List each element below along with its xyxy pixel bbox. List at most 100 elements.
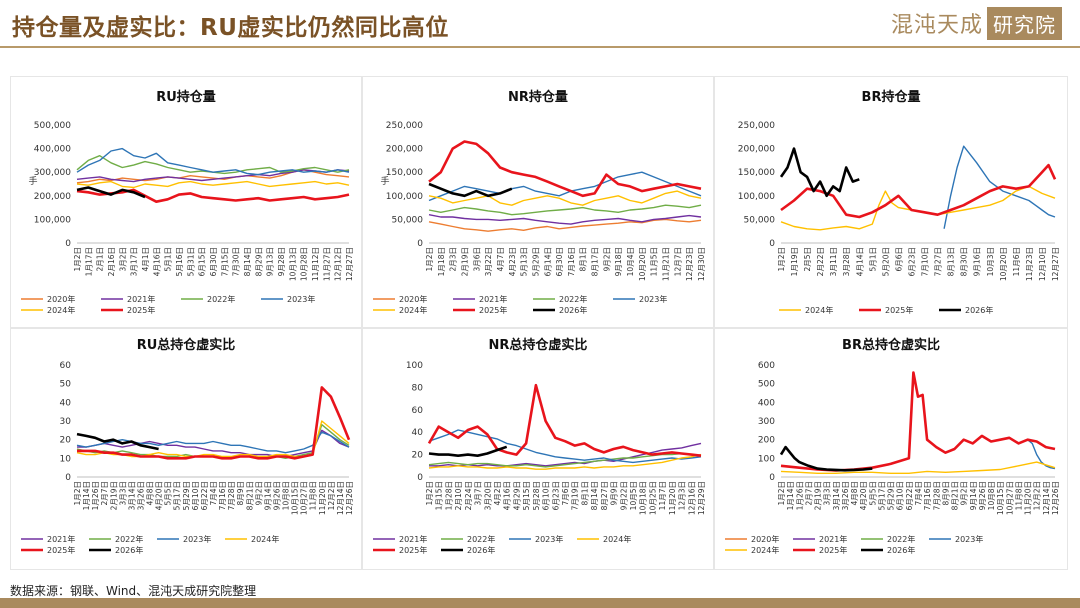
legend-label: 2025年 xyxy=(127,305,155,315)
x-tick-label: 8月27日 xyxy=(600,481,609,510)
header-rule xyxy=(0,46,1080,48)
x-tick-label: 3月14日 xyxy=(127,481,136,510)
x-tick-label: 2月19日 xyxy=(814,481,823,510)
y-tick-label: 100 xyxy=(406,361,423,371)
y-tick-label: 100,000 xyxy=(738,192,775,202)
y-tick-label: 0 xyxy=(769,239,775,249)
x-tick-label: 3月3日 xyxy=(823,481,832,506)
x-tick-label: 2月10日 xyxy=(454,481,463,510)
x-tick-label: 9月14日 xyxy=(969,481,978,510)
x-tick-label: 1月2日 xyxy=(777,481,786,506)
panel-nr-oi: NR持仓量 250,000 200,000 150,000 100,000 50,000 0… xyxy=(362,76,714,328)
x-tick-label: 6月30日 xyxy=(209,247,218,276)
x-tick-label: 7月16日 xyxy=(218,481,227,510)
x-tick-label: 3月14日 xyxy=(832,481,841,510)
legend-label: 2020年 xyxy=(399,294,427,304)
x-tick-label: 12月14日 xyxy=(1042,481,1051,515)
y-tick-label: 500 xyxy=(758,380,775,390)
series-line-2025 xyxy=(77,386,351,460)
y-tick-label: 500,000 xyxy=(34,121,71,131)
y-tick-label: 30 xyxy=(60,417,72,427)
x-tick-label: 6月23日 xyxy=(551,481,560,510)
series-line-2023 xyxy=(1027,439,1056,470)
x-tick-label: 2月3日 xyxy=(449,247,458,272)
legend-label: 2026年 xyxy=(115,545,143,555)
x-tick-label: 5月1日 xyxy=(868,247,877,272)
x-tick-label: 1月14日 xyxy=(82,481,91,510)
x-tick-label: 12月23日 xyxy=(685,247,694,281)
series-line-2025 xyxy=(780,371,1056,472)
y-tick-label: 600 xyxy=(758,361,775,371)
series-line-2026 xyxy=(779,147,860,198)
x-tick-label: 12月27日 xyxy=(1051,247,1060,281)
x-tick-label: 4月2日 xyxy=(493,481,502,506)
x-tick-label: 9月9日 xyxy=(610,481,619,506)
x-tick-label: 10月20日 xyxy=(638,247,647,281)
header: 持仓量及虚实比：RU虚实比仍然同比高位 混沌天成 研究院 xyxy=(0,0,1080,50)
x-tick-label: 7月10日 xyxy=(921,247,930,276)
x-tick-label: 6月10日 xyxy=(896,481,905,510)
y-tick-label: 50,000 xyxy=(392,215,424,225)
series-line-2025 xyxy=(780,163,1057,219)
x-tick-label: 11月20日 xyxy=(318,481,327,515)
x-tick-label: 7月4日 xyxy=(914,481,923,506)
brand-main: 混沌天成 xyxy=(890,13,983,38)
x-tick-label: 3月26日 xyxy=(136,481,145,510)
y-tick-label: 0 xyxy=(65,239,71,249)
x-tick-label: 5月13日 xyxy=(520,247,529,276)
x-tick-label: 7月6日 xyxy=(561,481,570,506)
series-line-2023 xyxy=(428,429,702,464)
x-tick-label: 5月5日 xyxy=(868,481,877,506)
x-tick-label: 9月22日 xyxy=(619,481,628,510)
legend-label: 2026年 xyxy=(887,545,915,555)
series-line-2021 xyxy=(428,214,702,225)
x-tick-label: 11月21日 xyxy=(662,247,671,281)
x-tick-label: 8月1日 xyxy=(580,481,589,506)
x-tick-label: 12月26日 xyxy=(1051,481,1060,515)
x-tick-label: 10月25日 xyxy=(648,481,657,515)
x-tick-label: 8月21日 xyxy=(951,481,960,510)
chart-br-oi: BR持仓量 250,000 200,000 150,000 100,000 50,000 0… xyxy=(738,89,1060,315)
x-tick-label: 12月30日 xyxy=(697,247,706,281)
x-tick-label: 6月14日 xyxy=(543,247,552,276)
x-tick-label: 7月28日 xyxy=(227,481,236,510)
series-line-2022 xyxy=(428,204,702,216)
series-line-2026 xyxy=(428,445,508,457)
x-tick-label: 12月27日 xyxy=(345,247,354,281)
series-line-2026 xyxy=(76,186,146,199)
chart-title: BR持仓量 xyxy=(862,89,921,105)
legend-label: 2022年 xyxy=(467,534,495,544)
y-tick-label: 200,000 xyxy=(386,145,423,155)
x-tick-label: 7月19日 xyxy=(571,481,580,510)
y-tick-label: 200 xyxy=(758,436,775,446)
legend-label: 2021年 xyxy=(479,294,507,304)
series-line-2024 xyxy=(780,461,1056,474)
y-tick-label: 40 xyxy=(412,428,424,438)
y-tick-label: 0 xyxy=(65,473,71,483)
series-line-2020 xyxy=(428,218,702,232)
series-line-2025 xyxy=(76,188,350,203)
x-tick-label: 5月29日 xyxy=(887,481,896,510)
x-tick-label: 9月2日 xyxy=(254,481,263,506)
x-tick-label: 1月2日 xyxy=(425,247,434,272)
x-tick-label: 7月30日 xyxy=(232,247,241,276)
x-tick-label: 6月22日 xyxy=(200,481,209,510)
x-tick-label: 4月20日 xyxy=(859,481,868,510)
x-tick-label: 5月5日 xyxy=(164,481,173,506)
x-tick-label: 8月17日 xyxy=(591,247,600,276)
x-tick-label: 7月16日 xyxy=(567,247,576,276)
y-tick-label: 0 xyxy=(769,473,775,483)
series-line-2024 xyxy=(428,453,702,470)
y-tick-label: 10 xyxy=(60,454,72,464)
x-tick-label: 6月30日 xyxy=(555,247,564,276)
x-tick-label: 5月31日 xyxy=(186,247,195,276)
x-tick-label: 1月19日 xyxy=(790,247,799,276)
x-tick-label: 3月26日 xyxy=(841,481,850,510)
x-tick-label: 12月2日 xyxy=(1033,481,1042,510)
y-tick-label: 250,000 xyxy=(386,121,423,131)
series-line-2024 xyxy=(76,180,350,189)
legend-label: 2020年 xyxy=(47,294,75,304)
x-tick-label: 10月15日 xyxy=(291,481,300,515)
